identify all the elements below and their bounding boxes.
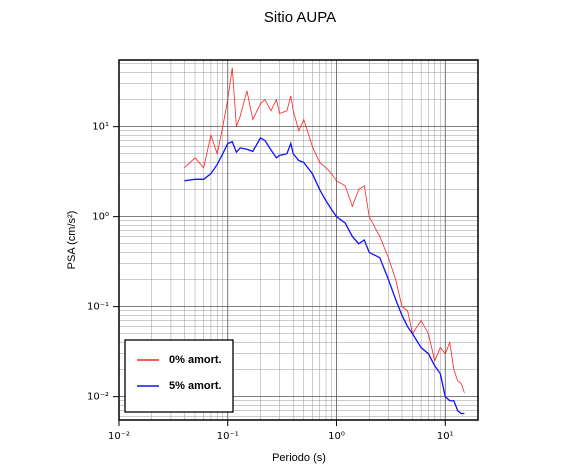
x-tick-label: 10⁻² xyxy=(108,431,130,442)
y-tick-label: 10⁰ xyxy=(92,212,109,223)
legend-box xyxy=(124,339,234,413)
y-axis-label: PSA (cm/s²) xyxy=(66,211,78,270)
y-tick-label: 10⁻² xyxy=(87,392,109,403)
x-axis-label: Periodo (s) xyxy=(272,452,326,464)
series-line xyxy=(184,67,465,394)
y-tick-label: 10¹ xyxy=(92,122,109,133)
legend-label: 0% amort. xyxy=(169,354,222,366)
legend-label: 5% amort. xyxy=(169,380,222,392)
x-tick-label: 10⁻¹ xyxy=(217,431,239,442)
x-tick-label: 10¹ xyxy=(437,431,454,442)
plot-frame xyxy=(118,59,479,421)
series-line xyxy=(184,136,465,415)
x-tick-label: 10⁰ xyxy=(328,431,345,442)
chart-title: Sitio AUPA xyxy=(264,9,336,26)
y-tick-label: 10⁻¹ xyxy=(87,302,109,313)
